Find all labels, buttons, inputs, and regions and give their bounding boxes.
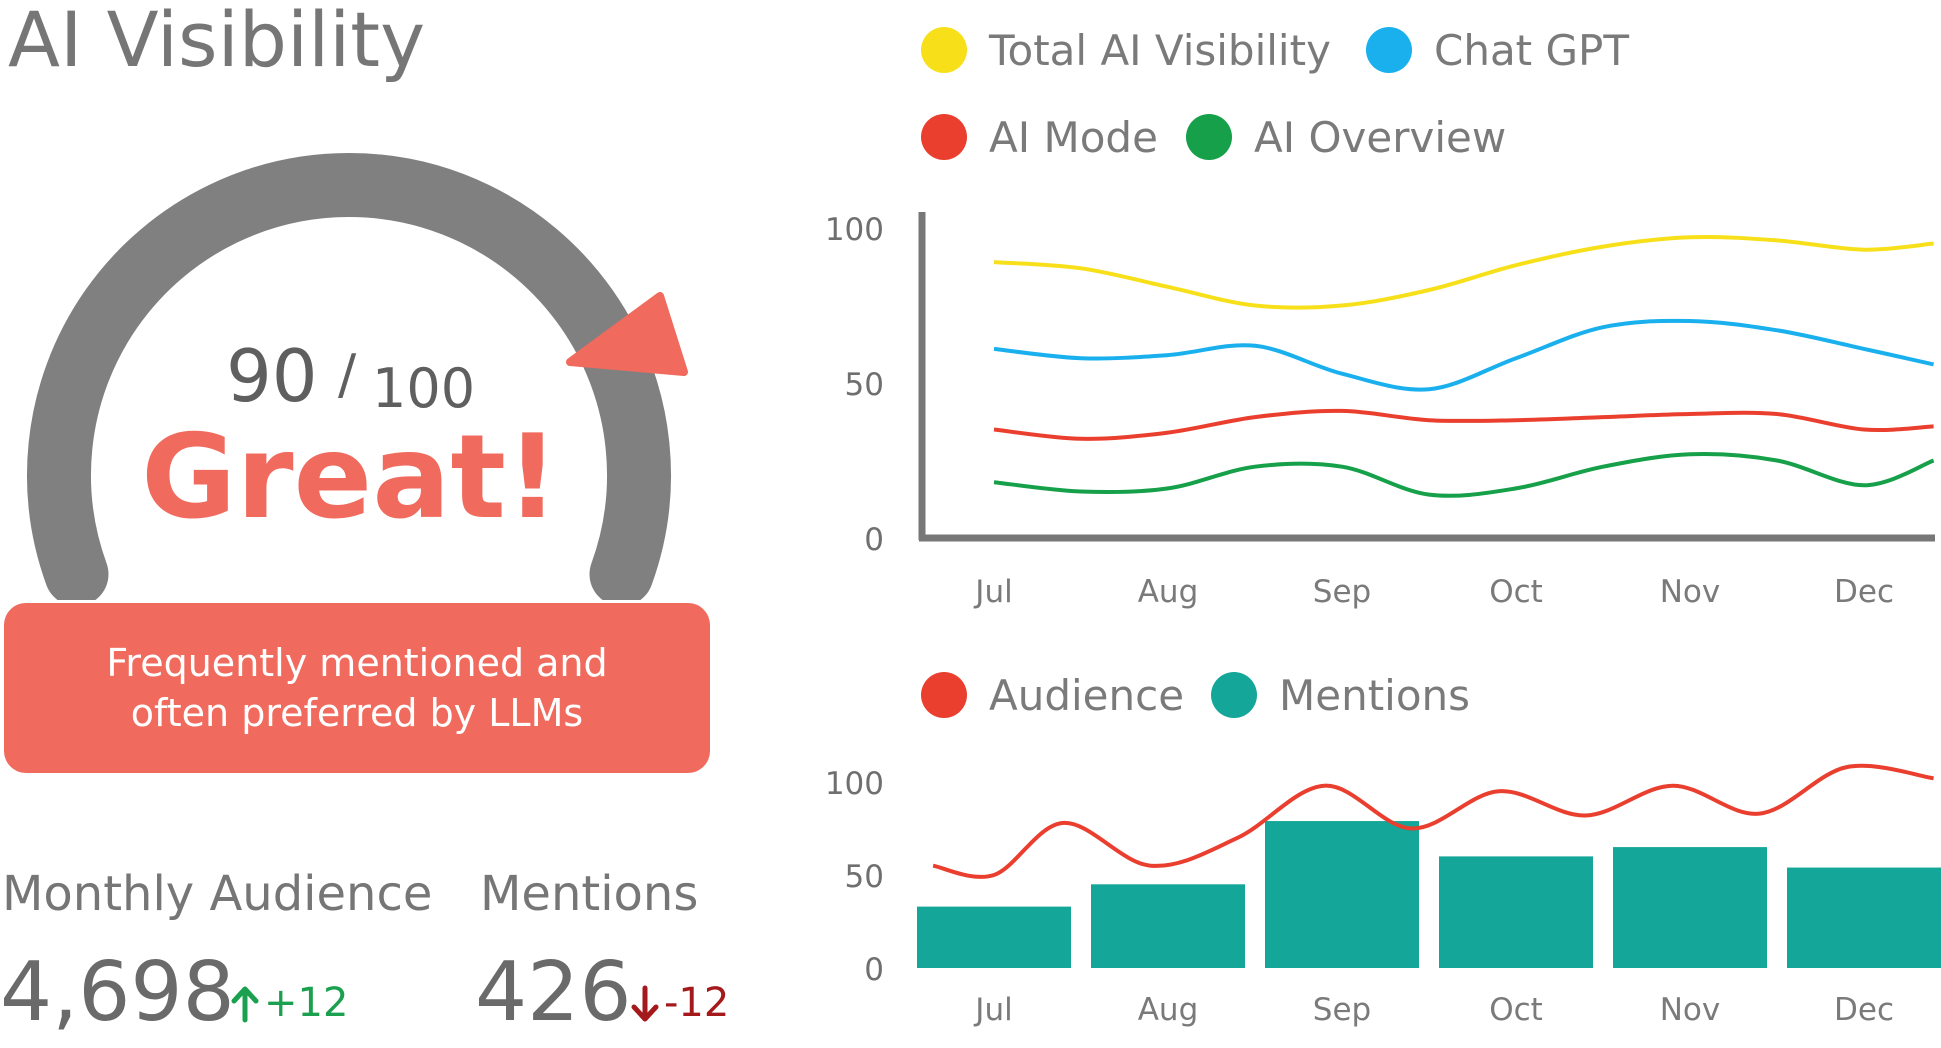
audience-label: Monthly Audience xyxy=(2,866,433,922)
series-line-chat-gpt xyxy=(993,318,1935,392)
legend-label: Chat GPT xyxy=(1434,25,1630,75)
legend-dot xyxy=(921,114,967,160)
x-tick-label: Oct xyxy=(1489,992,1543,1028)
legend-label: AI Overview xyxy=(1254,112,1507,162)
mentions-value: 426 xyxy=(475,945,632,1040)
legend-dot xyxy=(1186,114,1232,160)
y-tick-label: 50 xyxy=(845,859,884,895)
x-tick-label: Dec xyxy=(1834,992,1894,1028)
page-title: AI Visibility xyxy=(8,0,426,84)
x-tick-label: Aug xyxy=(1138,574,1199,610)
x-tick-label: Jul xyxy=(973,574,1012,610)
score-slash: / xyxy=(338,343,357,406)
x-tick-label: Sep xyxy=(1313,574,1371,610)
bar-mentions-dec xyxy=(1787,867,1941,968)
series-line-ai-mode xyxy=(993,408,1934,441)
legend-label: Total AI Visibility xyxy=(989,25,1331,75)
legend-label: Mentions xyxy=(1279,670,1471,720)
legend-total-ai-visibility: Total AI Visibility xyxy=(921,25,1331,75)
legend-ai-mode: AI Mode xyxy=(921,112,1158,162)
legend-dot xyxy=(1211,672,1257,718)
x-tick-label: Dec xyxy=(1834,574,1894,610)
legend-ai-overview: AI Overview xyxy=(1186,112,1506,162)
y-tick-label: 100 xyxy=(825,766,884,802)
x-tick-label: Sep xyxy=(1313,992,1371,1028)
arrow-down-icon xyxy=(631,985,659,1022)
score-value: 90 xyxy=(226,334,318,418)
x-tick-label: Aug xyxy=(1138,992,1199,1028)
audience-delta: +12 xyxy=(264,980,349,1026)
summary-message: Frequently mentioned and often preferred… xyxy=(106,641,608,735)
series-line-audience xyxy=(932,763,1934,879)
bar-mentions-nov xyxy=(1613,847,1767,968)
grade-label: Great! xyxy=(141,410,559,545)
score-max: 100 xyxy=(372,357,476,420)
legend-mentions: Mentions xyxy=(1211,670,1470,720)
y-tick-label: 100 xyxy=(825,212,884,248)
series-line-total-ai-visibility xyxy=(993,235,1934,310)
x-tick-label: Oct xyxy=(1489,574,1543,610)
bar-mentions-sep xyxy=(1265,821,1419,968)
legend-dot xyxy=(1366,27,1412,73)
legend-chat-gpt: Chat GPT xyxy=(1366,25,1629,75)
x-tick-label: Jul xyxy=(973,992,1012,1028)
audience-mentions-bar-chart: 0 50 100 Jul Aug Sep Oct Nov Dec xyxy=(825,763,1941,1028)
score-gauge xyxy=(27,153,688,600)
x-tick-label: Nov xyxy=(1660,992,1721,1028)
mentions-delta: -12 xyxy=(664,980,730,1026)
y-tick-label: 0 xyxy=(864,522,884,558)
legend-audience: Audience xyxy=(921,670,1184,720)
mentions-label: Mentions xyxy=(480,866,699,922)
gauge-track xyxy=(27,153,671,600)
gauge-pointer-icon xyxy=(566,292,688,376)
x-tick-label: Nov xyxy=(1660,574,1721,610)
bar-mentions-aug xyxy=(1091,884,1245,968)
series-line-ai-overview xyxy=(993,452,1935,498)
summary-banner: Frequently mentioned and often preferred… xyxy=(4,603,710,773)
legend-label: Audience xyxy=(989,670,1185,720)
arrow-up-icon xyxy=(231,986,259,1023)
legend-dot xyxy=(921,27,967,73)
bar-mentions-oct xyxy=(1439,856,1593,968)
bar-mentions-jul xyxy=(917,906,1071,968)
visibility-line-chart: 0 50 100 Jul Aug Sep Oct Nov Dec xyxy=(825,212,1935,610)
y-tick-label: 50 xyxy=(845,367,884,403)
legend-dot xyxy=(921,672,967,718)
audience-value: 4,698 xyxy=(0,945,235,1040)
legend-label: AI Mode xyxy=(989,112,1158,162)
y-tick-label: 0 xyxy=(864,952,884,988)
